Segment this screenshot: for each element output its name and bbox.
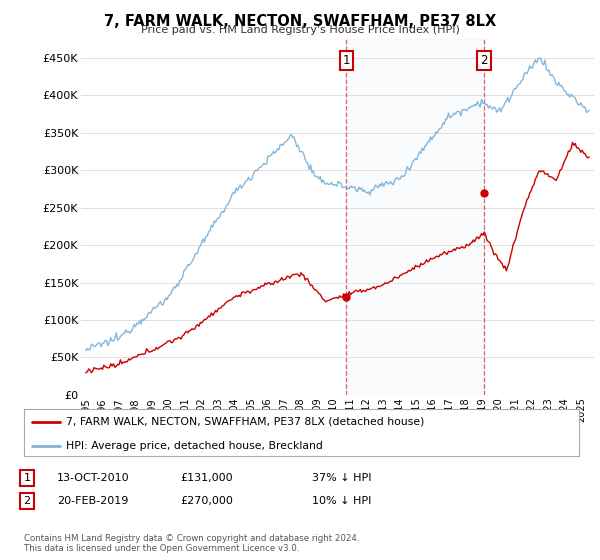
Text: 20-FEB-2019: 20-FEB-2019 (57, 496, 128, 506)
Text: 13-OCT-2010: 13-OCT-2010 (57, 473, 130, 483)
Text: HPI: Average price, detached house, Breckland: HPI: Average price, detached house, Brec… (65, 441, 323, 451)
Text: £270,000: £270,000 (180, 496, 233, 506)
Bar (346, 39, 484, 395)
Text: Price paid vs. HM Land Registry's House Price Index (HPI): Price paid vs. HM Land Registry's House … (140, 25, 460, 35)
Text: £131,000: £131,000 (180, 473, 233, 483)
Text: 2: 2 (480, 54, 488, 67)
Text: 10% ↓ HPI: 10% ↓ HPI (312, 496, 371, 506)
Text: 1: 1 (23, 473, 31, 483)
Text: 7, FARM WALK, NECTON, SWAFFHAM, PE37 8LX (detached house): 7, FARM WALK, NECTON, SWAFFHAM, PE37 8LX… (65, 417, 424, 427)
Text: 1: 1 (343, 54, 350, 67)
Text: Contains HM Land Registry data © Crown copyright and database right 2024.
This d: Contains HM Land Registry data © Crown c… (24, 534, 359, 553)
Text: 37% ↓ HPI: 37% ↓ HPI (312, 473, 371, 483)
Text: 7, FARM WALK, NECTON, SWAFFHAM, PE37 8LX: 7, FARM WALK, NECTON, SWAFFHAM, PE37 8LX (104, 14, 496, 29)
Text: 2: 2 (23, 496, 31, 506)
